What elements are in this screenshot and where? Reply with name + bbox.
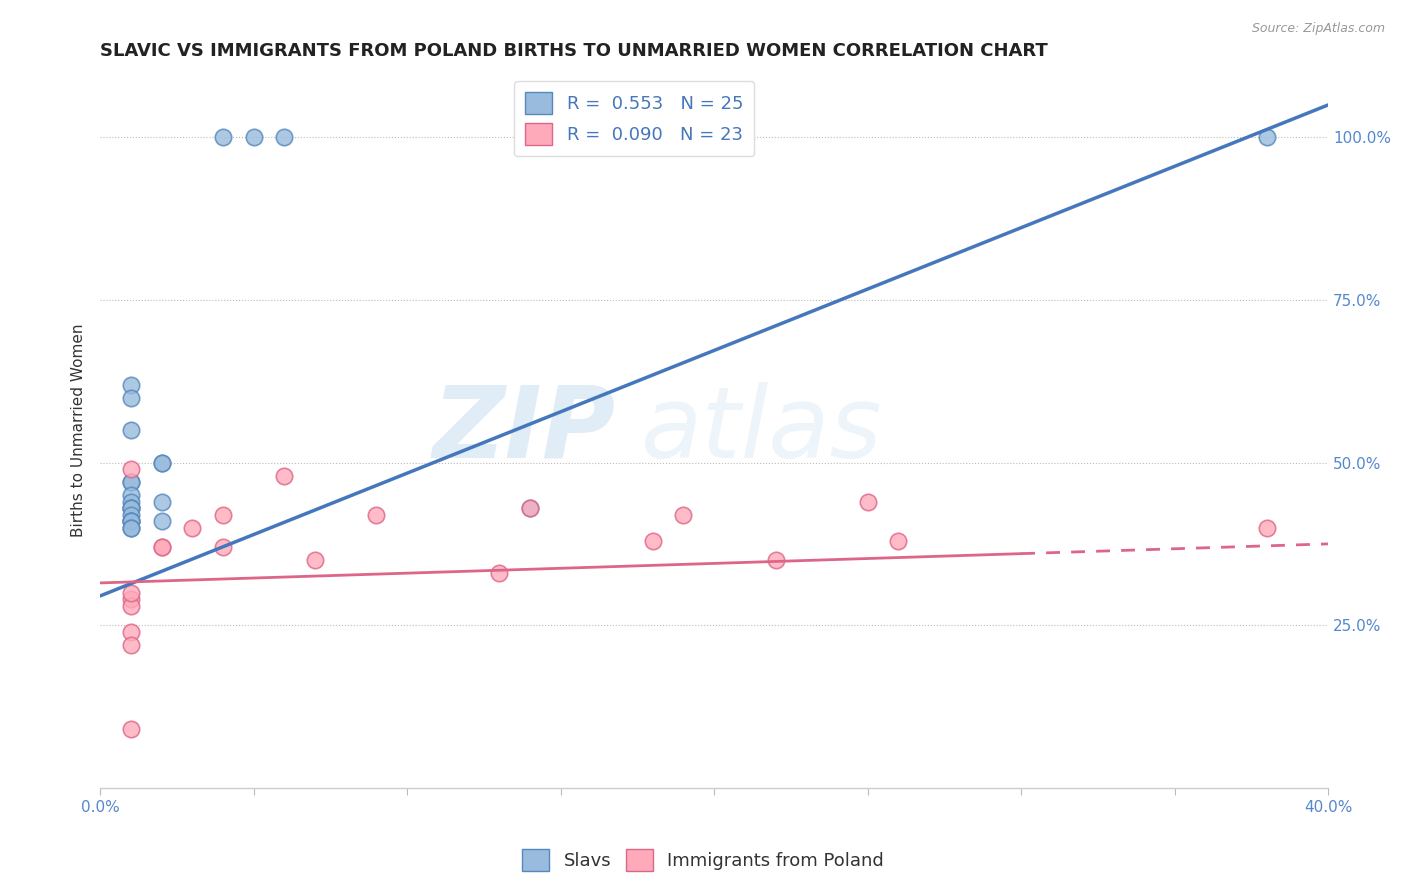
Point — [856, 494, 879, 508]
Point — [273, 130, 295, 145]
Point — [120, 423, 142, 437]
Point — [765, 553, 787, 567]
Point — [181, 521, 204, 535]
Text: Source: ZipAtlas.com: Source: ZipAtlas.com — [1251, 22, 1385, 36]
Point — [212, 540, 235, 554]
Point — [120, 514, 142, 528]
Point — [120, 494, 142, 508]
Point — [120, 508, 142, 522]
Point — [150, 456, 173, 470]
Y-axis label: Births to Unmarried Women: Births to Unmarried Women — [72, 323, 86, 537]
Text: ZIP: ZIP — [433, 382, 616, 479]
Point — [150, 540, 173, 554]
Point — [120, 514, 142, 528]
Point — [120, 624, 142, 639]
Point — [120, 501, 142, 516]
Point — [120, 391, 142, 405]
Point — [304, 553, 326, 567]
Point — [488, 566, 510, 581]
Point — [120, 638, 142, 652]
Point — [120, 488, 142, 502]
Point — [150, 494, 173, 508]
Point — [641, 533, 664, 548]
Legend: R =  0.553   N = 25, R =  0.090   N = 23: R = 0.553 N = 25, R = 0.090 N = 23 — [515, 81, 754, 156]
Point — [120, 475, 142, 489]
Text: atlas: atlas — [641, 382, 882, 479]
Point — [150, 514, 173, 528]
Point — [1256, 130, 1278, 145]
Point — [120, 462, 142, 476]
Point — [120, 475, 142, 489]
Point — [120, 377, 142, 392]
Legend: Slavs, Immigrants from Poland: Slavs, Immigrants from Poland — [515, 842, 891, 879]
Point — [273, 468, 295, 483]
Point — [120, 521, 142, 535]
Point — [120, 521, 142, 535]
Text: SLAVIC VS IMMIGRANTS FROM POLAND BIRTHS TO UNMARRIED WOMEN CORRELATION CHART: SLAVIC VS IMMIGRANTS FROM POLAND BIRTHS … — [100, 42, 1047, 60]
Point — [120, 585, 142, 599]
Point — [1256, 521, 1278, 535]
Point — [120, 592, 142, 607]
Point — [120, 723, 142, 737]
Point — [887, 533, 910, 548]
Point — [120, 501, 142, 516]
Point — [120, 599, 142, 613]
Point — [519, 501, 541, 516]
Point — [212, 130, 235, 145]
Point — [672, 508, 695, 522]
Point — [519, 501, 541, 516]
Point — [120, 501, 142, 516]
Point — [366, 508, 388, 522]
Point — [212, 508, 235, 522]
Point — [150, 456, 173, 470]
Point — [120, 514, 142, 528]
Point — [150, 540, 173, 554]
Point — [242, 130, 264, 145]
